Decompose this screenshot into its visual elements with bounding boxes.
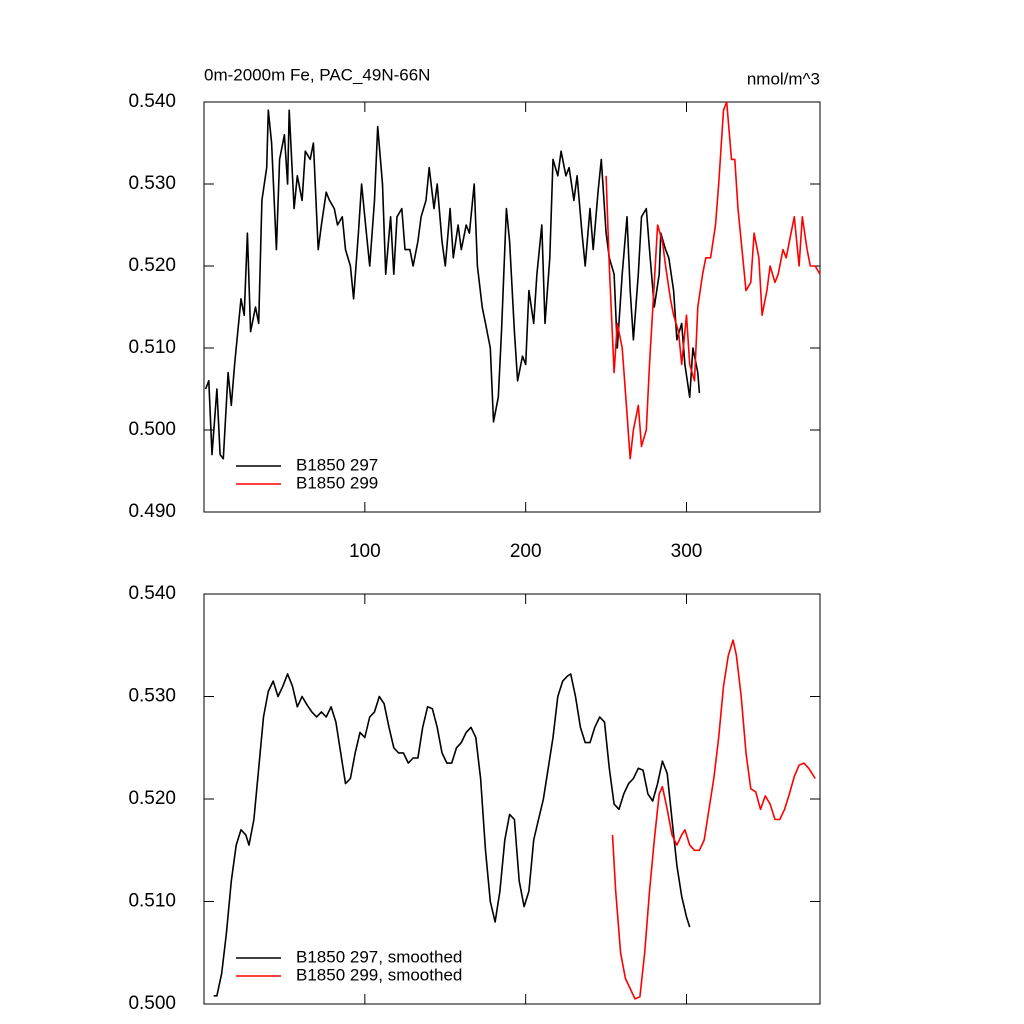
y-tick-label: 0.510 — [128, 337, 176, 358]
chart-title: 0m-2000m Fe, PAC_49N-66N — [204, 65, 430, 84]
y-tick-label: 0.510 — [128, 891, 176, 912]
x-tick-label: 100 — [349, 541, 381, 562]
y-tick-label: 0.500 — [128, 419, 176, 440]
series-line — [611, 639, 816, 1000]
y-tick-label: 0.540 — [128, 91, 176, 112]
legend-label: B1850 299 — [296, 473, 378, 492]
y-tick-label: 0.530 — [128, 686, 176, 707]
y-tick-label: 0.530 — [128, 173, 176, 194]
x-tick-label: 200 — [510, 541, 542, 562]
y-tick-label: 0.540 — [128, 583, 176, 604]
legend-label: B1850 299, smoothed — [296, 965, 462, 984]
series-line — [605, 101, 821, 460]
plot-frame — [203, 101, 821, 513]
y-tick-label: 0.520 — [128, 788, 176, 809]
y-tick-label: 0.520 — [128, 255, 176, 276]
y-tick-label: 0.500 — [128, 993, 176, 1014]
x-tick-label: 300 — [671, 541, 703, 562]
units-label: nmol/m^3 — [747, 69, 820, 88]
series-line — [213, 673, 691, 997]
y-tick-label: 0.490 — [128, 501, 176, 522]
legend-label: B1850 297, smoothed — [296, 947, 462, 966]
legend-label: B1850 297 — [296, 455, 378, 474]
series-line — [204, 109, 701, 460]
